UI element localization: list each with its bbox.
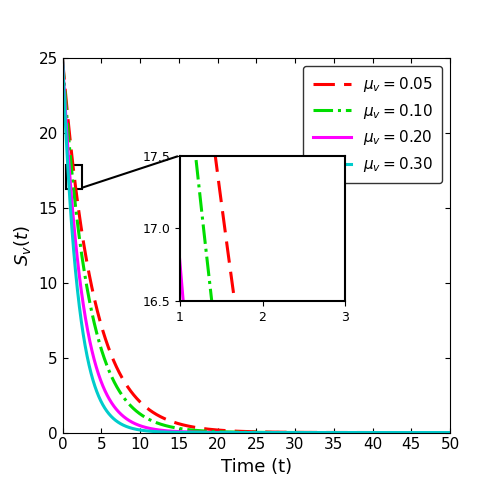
$\mu_v = 0.20$ [208, 430, 214, 435]
$\mu_v = 0.30$ [60, 55, 66, 61]
$\mu_v = 0.20$ [378, 430, 384, 435]
$\mu_v = 0.05$ [378, 430, 384, 435]
$\mu_v = 0.30$ [348, 430, 354, 435]
$\mu_v = 0.20$ [447, 430, 453, 435]
$\mu_v = 0.10$ [378, 430, 384, 435]
$\mu_v = 0.05$ [447, 430, 453, 435]
$\mu_v = 0.05$ [130, 391, 136, 397]
$\mu_v = 0.10$ [312, 430, 318, 435]
$\mu_v = 0.05$ [208, 427, 214, 433]
$\mu_v = 0.05$ [292, 430, 298, 435]
$\mu_v = 0.05$ [312, 430, 318, 435]
$\mu_v = 0.30$ [312, 430, 318, 435]
Line: $\mu_v = 0.10$: $\mu_v = 0.10$ [62, 58, 450, 433]
$\mu_v = 0.20$ [130, 420, 136, 426]
$\mu_v = 0.20$ [348, 430, 354, 435]
$\mu_v = 0.30$ [208, 430, 214, 435]
$\mu_v = 0.10$ [447, 430, 453, 435]
X-axis label: Time (t): Time (t) [220, 458, 292, 476]
$\mu_v = 0.05$ [348, 430, 354, 435]
$\mu_v = 0.10$ [60, 55, 66, 61]
$\mu_v = 0.10$ [348, 430, 354, 435]
$\mu_v = 0.30$ [378, 430, 384, 435]
$\mu_v = 0.20$ [60, 55, 66, 61]
Y-axis label: $S_v(t)$: $S_v(t)$ [12, 225, 33, 266]
Line: $\mu_v = 0.05$: $\mu_v = 0.05$ [62, 58, 450, 433]
$\mu_v = 0.10$ [208, 429, 214, 434]
$\mu_v = 0.10$ [292, 430, 298, 435]
$\mu_v = 0.30$ [447, 430, 453, 435]
Bar [66, 165, 82, 189]
$\mu_v = 0.05$ [60, 55, 66, 61]
Line: $\mu_v = 0.30$: $\mu_v = 0.30$ [62, 58, 450, 433]
$\mu_v = 0.20$ [312, 430, 318, 435]
Legend: $\mu_v = 0.05$, $\mu_v = 0.10$, $\mu_v = 0.20$, $\mu_v = 0.30$: $\mu_v = 0.05$, $\mu_v = 0.10$, $\mu_v =… [304, 66, 442, 183]
$\mu_v = 0.30$ [292, 430, 298, 435]
$\mu_v = 0.10$ [130, 405, 136, 411]
$\mu_v = 0.30$ [130, 426, 136, 432]
$\mu_v = 0.20$ [292, 430, 298, 435]
Line: $\mu_v = 0.20$: $\mu_v = 0.20$ [62, 58, 450, 433]
